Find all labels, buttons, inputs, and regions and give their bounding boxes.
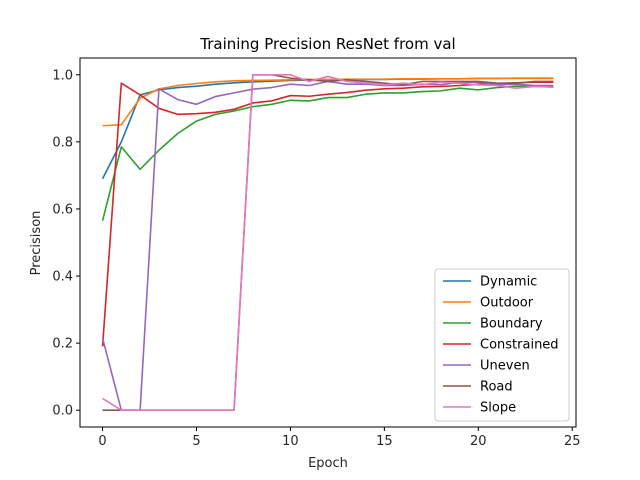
y-tick-label: 1.0 bbox=[52, 68, 73, 83]
y-tick-label: 0.6 bbox=[52, 202, 73, 217]
legend: Dynamic Outdoor Boundary Constrained Uneven R… bbox=[435, 269, 569, 421]
legend-label-uneven: Uneven bbox=[480, 359, 530, 374]
x-axis: 0 5 10 15 20 25 bbox=[98, 427, 580, 449]
legend-label-boundary: Boundary bbox=[480, 317, 543, 332]
legend-label-dynamic: Dynamic bbox=[480, 275, 537, 290]
x-tick-label: 0 bbox=[98, 434, 106, 449]
x-tick-label: 20 bbox=[470, 434, 487, 449]
series-line-boundary bbox=[103, 86, 554, 221]
x-tick-label: 5 bbox=[192, 434, 200, 449]
y-axis-label: Precisison bbox=[29, 211, 44, 276]
x-tick-label: 25 bbox=[564, 434, 581, 449]
legend-label-constrained: Constrained bbox=[480, 338, 559, 353]
x-axis-label: Epoch bbox=[308, 456, 348, 471]
y-tick-label: 0.2 bbox=[52, 337, 73, 352]
x-tick-label: 15 bbox=[376, 434, 393, 449]
x-tick-label: 10 bbox=[282, 434, 299, 449]
y-axis: 0.0 0.2 0.4 0.6 0.8 1.0 bbox=[52, 68, 80, 418]
chart-title: Training Precision ResNet from val bbox=[199, 35, 455, 53]
y-tick-label: 0.8 bbox=[52, 135, 73, 150]
y-tick-label: 0.4 bbox=[52, 270, 73, 285]
y-tick-label: 0.0 bbox=[52, 404, 73, 419]
legend-label-road: Road bbox=[480, 380, 513, 395]
legend-label-outdoor: Outdoor bbox=[480, 296, 534, 311]
series-line-dynamic bbox=[103, 78, 554, 179]
legend-label-slope: Slope bbox=[480, 401, 516, 416]
